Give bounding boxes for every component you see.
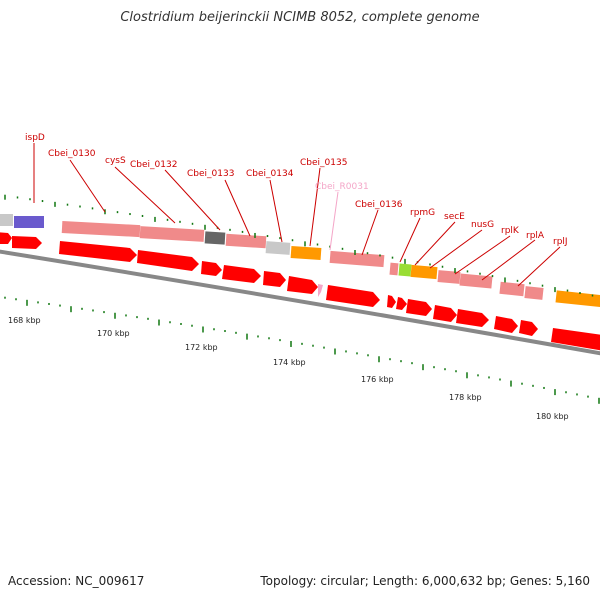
- label-leader-lines: [33, 143, 561, 287]
- gene-bar: [555, 290, 600, 308]
- cds-arrow-track: [0, 232, 600, 351]
- gene-label: cysS: [105, 156, 126, 166]
- gene-label: Cbei_0136: [355, 200, 403, 210]
- gene-bar: [524, 286, 544, 300]
- gene-label: rplJ: [553, 237, 568, 247]
- gene-bar: [61, 221, 141, 238]
- gene-bar: [0, 214, 13, 226]
- genome-title: Clostridium beijerinckii NCIMB 8052, com…: [120, 10, 480, 25]
- cds-arrow: [137, 250, 199, 271]
- gene-bar: [410, 264, 438, 280]
- gene-bar: [329, 250, 385, 268]
- cds-arrow: [0, 232, 12, 244]
- cds-arrow: [263, 271, 286, 287]
- scale-label: 180 kbp: [536, 412, 569, 421]
- cds-arrow: [456, 309, 489, 327]
- gene-label: Cbei_0133: [187, 169, 234, 179]
- scale-label: 168 kbp: [8, 316, 41, 325]
- genome-backbone: [0, 249, 600, 356]
- gene-bar: [14, 216, 44, 228]
- gene-bar: [204, 231, 226, 245]
- gene-label: rpmG: [410, 208, 435, 218]
- gene-label: Cbei_0130: [48, 149, 96, 159]
- gene-bar: [459, 273, 493, 289]
- gene-labels: ispD Cbei_0130 cysS Cbei_0132 Cbei_0133 …: [25, 133, 568, 247]
- gene-bar: [225, 233, 267, 249]
- gene-bar: [290, 245, 322, 261]
- scale-label: 174 kbp: [273, 358, 306, 367]
- gene-bar: [389, 262, 399, 276]
- scale-label: 170 kbp: [97, 329, 130, 338]
- cds-arrow: [494, 316, 518, 333]
- gene-label: Cbei_R0031: [315, 182, 369, 192]
- gene-label: Cbei_0134: [246, 169, 294, 179]
- cds-arrow: [287, 276, 318, 294]
- cds-arrow: [326, 285, 380, 307]
- gene-label: nusG: [471, 220, 494, 230]
- cds-arrow: [59, 241, 137, 262]
- gene-label: Cbei_0132: [130, 160, 177, 170]
- gene-bar: [437, 270, 461, 284]
- cds-arrow: [387, 295, 396, 308]
- scale-tick-marks: [4, 296, 600, 404]
- gene-label: secE: [444, 212, 465, 222]
- cds-arrow: [12, 236, 42, 249]
- gene-label: ispD: [25, 133, 45, 143]
- scale-label: 172 kbp: [185, 343, 218, 352]
- gene-bar-track: [0, 214, 600, 308]
- cds-arrow: [318, 284, 323, 297]
- gene-label: rplK: [501, 226, 520, 236]
- scale-labels: 168 kbp 170 kbp 172 kbp 174 kbp 176 kbp …: [8, 316, 569, 421]
- gene-label: Cbei_0135: [300, 158, 347, 168]
- scale-label: 178 kbp: [449, 393, 482, 402]
- gene-label: rplA: [526, 231, 545, 241]
- cds-arrow: [433, 305, 457, 322]
- cds-arrow: [396, 297, 407, 310]
- gene-bar: [398, 263, 412, 277]
- cds-arrow: [406, 299, 432, 316]
- cds-arrow: [551, 328, 600, 351]
- gene-bar: [139, 226, 205, 242]
- accession-text: Accession: NC_009617: [8, 574, 145, 588]
- cds-arrow: [222, 265, 261, 283]
- cds-arrow: [519, 320, 538, 336]
- scale-label: 176 kbp: [361, 375, 394, 384]
- gene-bar: [265, 241, 291, 255]
- cds-arrow: [201, 261, 222, 276]
- genome-summary-text: Topology: circular; Length: 6,000,632 bp…: [260, 574, 590, 588]
